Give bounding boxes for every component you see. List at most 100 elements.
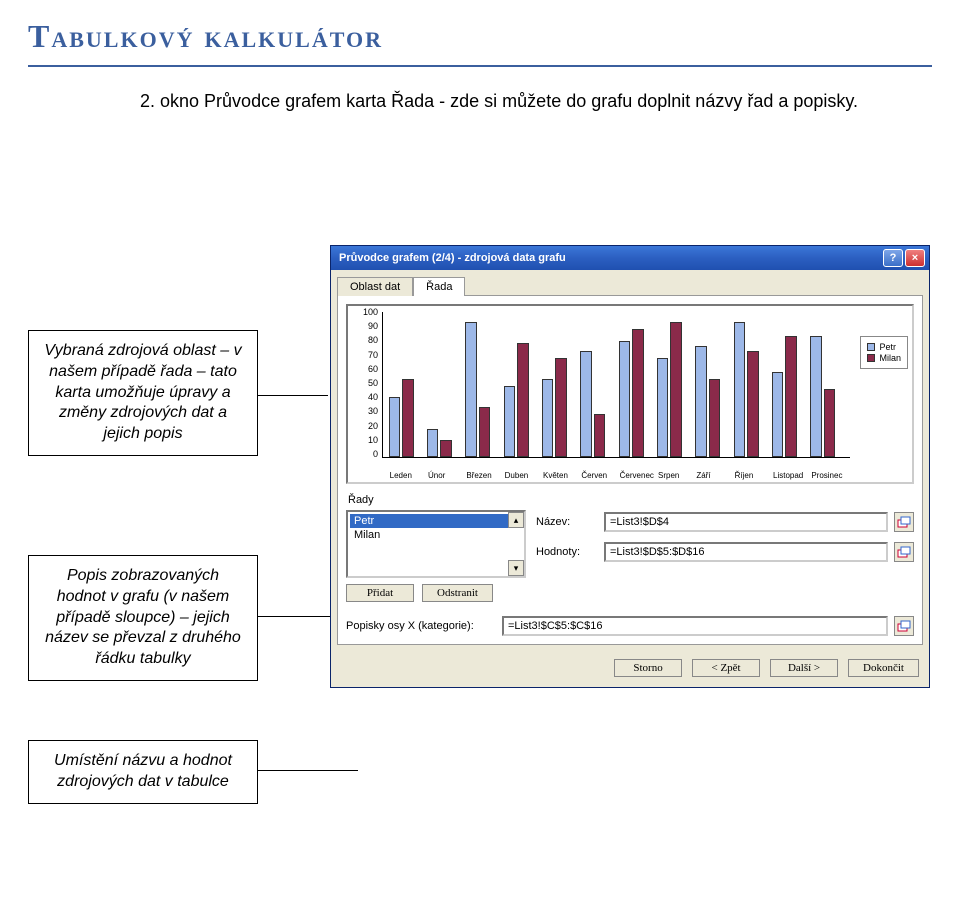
bar bbox=[555, 358, 566, 457]
tab-rada[interactable]: Řada bbox=[413, 277, 465, 296]
finish-button[interactable]: Dokončit bbox=[848, 659, 919, 677]
bar-group bbox=[389, 379, 416, 457]
ytick: 40 bbox=[354, 392, 378, 402]
bar bbox=[479, 407, 490, 457]
wizard-dialog: Průvodce grafem (2/4) - zdrojová data gr… bbox=[330, 245, 930, 688]
legend-label: Petr bbox=[879, 342, 896, 352]
bar bbox=[427, 429, 438, 457]
bar bbox=[465, 322, 476, 457]
remove-button[interactable]: Odstranit bbox=[422, 584, 493, 602]
bar bbox=[709, 379, 720, 457]
xlabel: Březen bbox=[466, 471, 491, 480]
bar bbox=[772, 372, 783, 457]
bar bbox=[824, 389, 835, 457]
ytick: 10 bbox=[354, 435, 378, 445]
xlabel: Říjen bbox=[735, 471, 754, 480]
ytick: 0 bbox=[354, 449, 378, 459]
bar-group bbox=[580, 351, 607, 458]
bar bbox=[389, 397, 400, 457]
ytick: 50 bbox=[354, 378, 378, 388]
category-ref-button[interactable] bbox=[894, 616, 914, 636]
name-input[interactable] bbox=[604, 512, 888, 532]
ytick: 80 bbox=[354, 335, 378, 345]
bar bbox=[504, 386, 515, 457]
chart-preview: PetrMilan 0102030405060708090100LedenÚno… bbox=[346, 304, 914, 484]
intro-text: 2. okno Průvodce grafem karta Řada - zde… bbox=[140, 89, 900, 113]
xlabel: Červenec bbox=[620, 471, 654, 480]
ytick: 90 bbox=[354, 321, 378, 331]
legend-swatch bbox=[867, 354, 875, 362]
bar bbox=[734, 322, 745, 457]
bar-group bbox=[657, 322, 684, 457]
bar bbox=[747, 351, 758, 458]
xlabel: Září bbox=[696, 471, 710, 480]
add-button[interactable]: Přidat bbox=[346, 584, 414, 602]
connector-3 bbox=[258, 770, 358, 771]
ytick: 60 bbox=[354, 364, 378, 374]
bar bbox=[695, 346, 706, 457]
bar bbox=[542, 379, 553, 457]
bar-group bbox=[734, 322, 761, 457]
legend-row: Petr bbox=[867, 342, 901, 352]
titlebar: Průvodce grafem (2/4) - zdrojová data gr… bbox=[331, 246, 929, 270]
name-ref-button[interactable] bbox=[894, 512, 914, 532]
values-label: Hodnoty: bbox=[536, 546, 598, 558]
values-input[interactable] bbox=[604, 542, 888, 562]
xlabel: Prosinec bbox=[811, 471, 842, 480]
close-button[interactable]: × bbox=[905, 249, 925, 267]
tabs: Oblast dat Řada bbox=[331, 270, 929, 295]
page-title: Tabulkový kalkulátor bbox=[0, 0, 960, 55]
chart-legend: PetrMilan bbox=[860, 336, 908, 369]
xlabel: Duben bbox=[505, 471, 529, 480]
tab-panel: PetrMilan 0102030405060708090100LedenÚno… bbox=[337, 295, 923, 645]
category-input[interactable] bbox=[502, 616, 888, 636]
bar bbox=[785, 336, 796, 457]
xlabel: Listopad bbox=[773, 471, 803, 480]
cancel-button[interactable]: Storno bbox=[614, 659, 682, 677]
scroll-up-icon[interactable]: ▴ bbox=[508, 512, 524, 528]
bar bbox=[670, 322, 681, 457]
bar-group bbox=[465, 322, 492, 457]
dialog-title: Průvodce grafem (2/4) - zdrojová data gr… bbox=[339, 252, 566, 264]
bar bbox=[657, 358, 668, 457]
ytick: 70 bbox=[354, 350, 378, 360]
connector-1 bbox=[258, 395, 328, 396]
bar-group bbox=[542, 358, 569, 457]
help-button[interactable]: ? bbox=[883, 249, 903, 267]
next-button[interactable]: Další > bbox=[770, 659, 838, 677]
dialog-buttons: Storno < Zpět Další > Dokončit bbox=[331, 651, 929, 687]
explain-box-3: Umístění názvu a hodnot zdrojových dat v… bbox=[28, 740, 258, 804]
bar-group bbox=[810, 336, 837, 457]
bar bbox=[594, 414, 605, 457]
list-item[interactable]: Milan bbox=[350, 528, 522, 542]
chart-area bbox=[382, 312, 850, 458]
list-item[interactable]: Petr bbox=[350, 514, 522, 528]
bar bbox=[619, 341, 630, 457]
bar-group bbox=[695, 346, 722, 457]
bar-group bbox=[619, 329, 646, 457]
legend-row: Milan bbox=[867, 353, 901, 363]
bar bbox=[580, 351, 591, 458]
name-label: Název: bbox=[536, 516, 598, 528]
bar-group bbox=[772, 336, 799, 457]
bar-group bbox=[427, 429, 454, 457]
ytick: 20 bbox=[354, 421, 378, 431]
category-label: Popisky osy X (kategorie): bbox=[346, 620, 496, 632]
bar bbox=[440, 440, 451, 457]
back-button[interactable]: < Zpět bbox=[692, 659, 760, 677]
title-rule bbox=[28, 65, 932, 67]
xlabel: Srpen bbox=[658, 471, 679, 480]
xlabel: Únor bbox=[428, 471, 445, 480]
xlabel: Leden bbox=[390, 471, 412, 480]
explain-box-2: Popis zobrazovaných hodnot v grafu (v na… bbox=[28, 555, 258, 681]
xlabel: Červen bbox=[581, 471, 607, 480]
tab-oblast-dat[interactable]: Oblast dat bbox=[337, 277, 413, 296]
rady-label: Řady bbox=[348, 494, 914, 506]
bar bbox=[810, 336, 821, 457]
values-ref-button[interactable] bbox=[894, 542, 914, 562]
ytick: 30 bbox=[354, 406, 378, 416]
scroll-down-icon[interactable]: ▾ bbox=[508, 560, 524, 576]
legend-swatch bbox=[867, 343, 875, 351]
bar bbox=[402, 379, 413, 457]
series-listbox[interactable]: ▴ ▾ PetrMilan bbox=[346, 510, 526, 578]
